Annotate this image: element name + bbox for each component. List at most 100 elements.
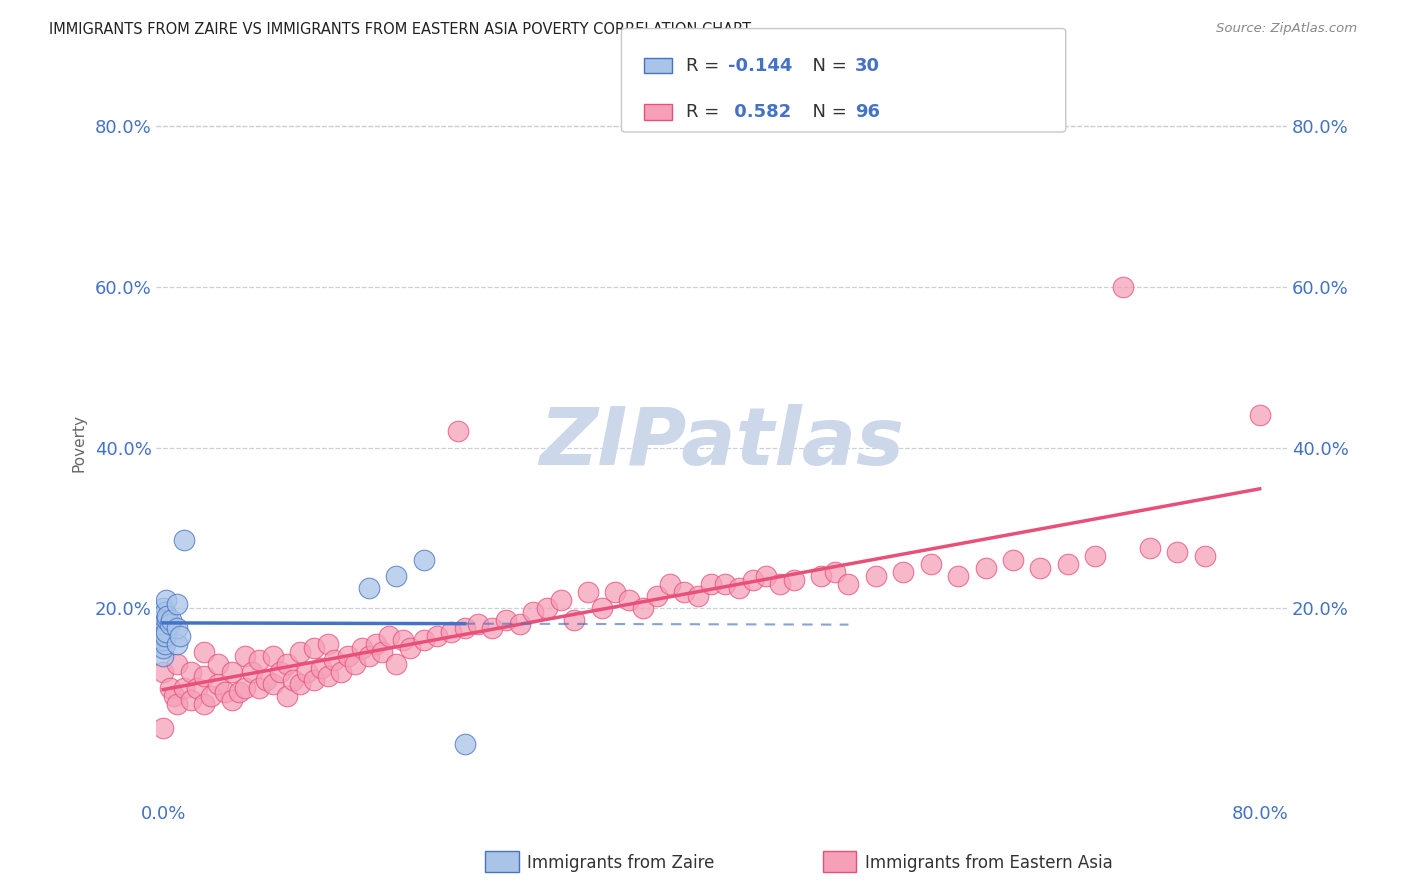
Point (159, 681, 181, 696)
Point (645, 589, 668, 603)
Point (371, 645, 394, 659)
Point (337, 649, 360, 664)
Point (974, 561, 997, 575)
Point (564, 613, 586, 627)
Point (454, 738, 477, 752)
Point (550, 593, 572, 607)
Point (481, 621, 503, 635)
Point (152, 629, 174, 643)
Point (193, 698, 215, 712)
Text: N =: N = (801, 57, 853, 75)
Text: Immigrants from Eastern Asia: Immigrants from Eastern Asia (865, 855, 1112, 872)
Point (364, 637, 387, 651)
Point (152, 609, 174, 624)
Point (166, 637, 188, 651)
Point (155, 625, 177, 640)
Point (309, 661, 332, 675)
Point (247, 653, 270, 667)
Point (302, 673, 325, 688)
Point (323, 653, 346, 667)
Text: -0.144: -0.144 (728, 57, 793, 75)
Point (235, 681, 257, 696)
Point (509, 617, 531, 632)
Point (605, 585, 627, 599)
Point (700, 577, 723, 591)
Point (152, 649, 174, 664)
Point (316, 637, 339, 651)
Point (152, 621, 174, 635)
Point (1139, 541, 1161, 555)
Point (283, 673, 305, 688)
Point (152, 633, 174, 648)
Point (269, 665, 291, 680)
Point (207, 657, 229, 672)
Point (769, 577, 792, 591)
Point (155, 593, 177, 607)
Text: 30: 30 (855, 57, 880, 75)
Point (152, 641, 174, 656)
Point (714, 577, 737, 591)
Point (1084, 549, 1107, 563)
Point (631, 601, 654, 615)
Point (152, 601, 174, 615)
Point (891, 565, 914, 579)
Point (166, 698, 188, 712)
Point (467, 617, 489, 632)
Text: N =: N = (801, 103, 853, 121)
Point (865, 569, 887, 583)
Point (782, 573, 804, 587)
Point (385, 657, 408, 672)
Point (166, 657, 188, 672)
Point (824, 565, 846, 579)
Point (344, 657, 367, 672)
Point (180, 665, 202, 680)
Point (166, 621, 188, 635)
Point (156, 609, 179, 624)
Point (412, 553, 434, 567)
Point (193, 645, 215, 659)
Point (591, 601, 613, 615)
Point (247, 681, 270, 696)
Point (262, 649, 284, 664)
Point (1166, 545, 1188, 559)
Point (440, 625, 463, 640)
Point (290, 645, 312, 659)
Point (153, 637, 176, 651)
Point (295, 665, 318, 680)
Point (166, 597, 188, 611)
Point (152, 617, 174, 632)
Point (156, 613, 179, 627)
Point (180, 693, 202, 707)
Point (357, 649, 380, 664)
Text: IMMIGRANTS FROM ZAIRE VS IMMIGRANTS FROM EASTERN ASIA POVERTY CORRELATION CHART: IMMIGRANTS FROM ZAIRE VS IMMIGRANTS FROM… (49, 22, 751, 37)
Point (617, 593, 640, 607)
Point (522, 605, 544, 619)
Point (276, 657, 298, 672)
Point (1111, 280, 1133, 294)
Text: ZIPatlas: ZIPatlas (538, 404, 904, 483)
Point (290, 677, 312, 691)
Y-axis label: Poverty: Poverty (72, 415, 86, 473)
Point (727, 581, 749, 595)
Point (173, 681, 195, 696)
Point (173, 533, 195, 547)
Point (316, 669, 339, 683)
Point (741, 573, 763, 587)
Point (200, 690, 222, 704)
Point (1249, 409, 1271, 423)
Point (330, 665, 353, 680)
Point (672, 585, 695, 599)
Point (159, 617, 181, 632)
Point (152, 613, 174, 627)
Point (276, 690, 298, 704)
Text: 0.582: 0.582 (728, 103, 792, 121)
Point (357, 581, 380, 595)
Point (659, 577, 682, 591)
Point (254, 673, 277, 688)
Point (235, 649, 257, 664)
Point (207, 677, 229, 691)
Point (240, 665, 263, 680)
Point (193, 669, 215, 683)
Point (153, 605, 176, 619)
Point (392, 633, 415, 648)
